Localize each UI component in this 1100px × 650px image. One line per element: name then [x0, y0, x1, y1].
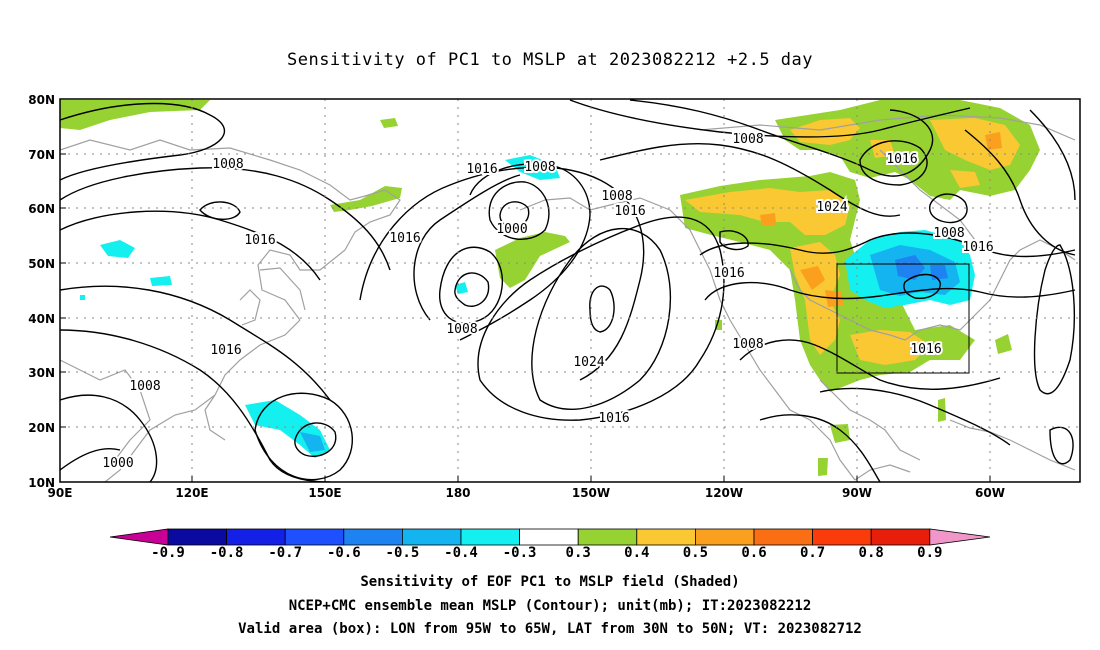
contour-label: 1016 [886, 152, 917, 167]
coastlines [60, 114, 1076, 482]
lat-labels: 80N 70N 60N 50N 40N 30N 20N 10N [28, 93, 55, 490]
colorbar-swatch [343, 528, 403, 546]
contour-label: 1016 [910, 342, 941, 357]
colorbar-swatch [401, 528, 462, 546]
colorbar-label: -0.6 [327, 545, 361, 561]
colorbar-swatch [870, 528, 931, 546]
colorbar: -0.9 -0.8 -0.7 -0.6 -0.5 -0.4 -0.3 0.3 0.4 0.5 0.6… [109, 528, 991, 561]
lat-label: 10N [28, 476, 55, 490]
map-area [60, 99, 1076, 482]
contour-label: 1008 [446, 322, 477, 337]
colorbar-arrow-high [929, 528, 991, 546]
colorbar-label: -0.3 [503, 545, 537, 561]
lat-label: 50N [28, 257, 55, 271]
colorbar-label: 0.4 [624, 545, 649, 561]
contour-label: 1000 [496, 222, 527, 237]
lat-label: 20N [28, 421, 55, 435]
lat-label: 60N [28, 202, 55, 216]
colorbar-swatch [695, 528, 755, 546]
colorbar-swatch [460, 528, 520, 546]
contour-label: 1016 [713, 266, 744, 281]
colorbar-label: -0.9 [151, 545, 185, 561]
contour-label: 1008 [933, 226, 964, 241]
colorbar-swatch [284, 528, 345, 546]
colorbar-label: -0.7 [268, 545, 302, 561]
map-frame [59, 98, 1081, 483]
colorbar-label: 0.5 [683, 545, 708, 561]
lon-label: 150E [308, 486, 341, 500]
contour-label: 1016 [389, 231, 420, 246]
caption-valid-area: Valid area (box): LON from 95W to 65W, L… [238, 621, 862, 637]
contour-label: 1008 [732, 337, 763, 352]
colorbar-label: -0.8 [210, 545, 244, 561]
contour-label: 1016 [210, 343, 241, 358]
contour-label: 1016 [614, 204, 645, 219]
contour-label: 1024 [816, 200, 847, 215]
lat-label: 30N [28, 366, 55, 380]
colorbar-swatch [226, 528, 286, 546]
colorbar-label: -0.5 [386, 545, 420, 561]
contour-label: 1016 [962, 240, 993, 255]
caption-contour: NCEP+CMC ensemble mean MSLP (Contour); u… [288, 598, 812, 614]
colorbar-label: 0.7 [800, 545, 825, 561]
colorbar-swatch [636, 528, 696, 546]
colorbar-label: -0.4 [444, 545, 478, 561]
colorbar-label: 0.8 [859, 545, 884, 561]
lon-label: 150W [572, 486, 610, 500]
mslp-contours [60, 99, 1076, 482]
colorbar-label: 0.6 [741, 545, 766, 561]
colorbar-label: 0.9 [917, 545, 942, 561]
colorbar-arrow-low [109, 528, 169, 546]
colorbar-label: 0.3 [566, 545, 591, 561]
tick-marks [59, 98, 991, 483]
colorbar-swatch [577, 528, 638, 546]
lon-label: 90E [48, 486, 73, 500]
contour-label: 1016 [598, 411, 629, 426]
colorbar-swatch [519, 528, 579, 546]
lat-label: 40N [28, 312, 55, 326]
shading-positive-mid [685, 118, 1020, 365]
contour-label: 1016 [244, 233, 275, 248]
contour-label: 1008 [732, 132, 763, 147]
contour-label: 1000 [102, 456, 133, 471]
shading-positive-high [760, 132, 1002, 307]
lon-label: 180 [445, 486, 470, 500]
colorbar-swatch [753, 528, 813, 546]
lon-label: 60W [975, 486, 1005, 500]
lat-label: 70N [28, 148, 55, 162]
lon-labels: 90E 120E 150E 180 150W 120W 90W 60W [48, 486, 1005, 500]
lon-label: 90W [842, 486, 872, 500]
colorbar-swatch [812, 528, 872, 546]
contour-label: 1008 [129, 379, 160, 394]
contour-label: 1008 [601, 189, 632, 204]
caption-shading: Sensitivity of EOF PC1 to MSLP field (Sh… [360, 574, 740, 590]
lon-label: 120W [705, 486, 743, 500]
contour-label: 1008 [212, 157, 243, 172]
lon-label: 120E [175, 486, 208, 500]
map-title: Sensitivity of PC1 to MSLP at 2023082212… [286, 50, 813, 70]
colorbar-swatch [167, 528, 227, 546]
contour-label: 1016 [466, 162, 497, 177]
contour-label: 1008 [524, 160, 555, 175]
graticule [60, 99, 1080, 482]
lat-label: 80N [28, 93, 55, 107]
contour-label: 1024 [573, 355, 604, 370]
